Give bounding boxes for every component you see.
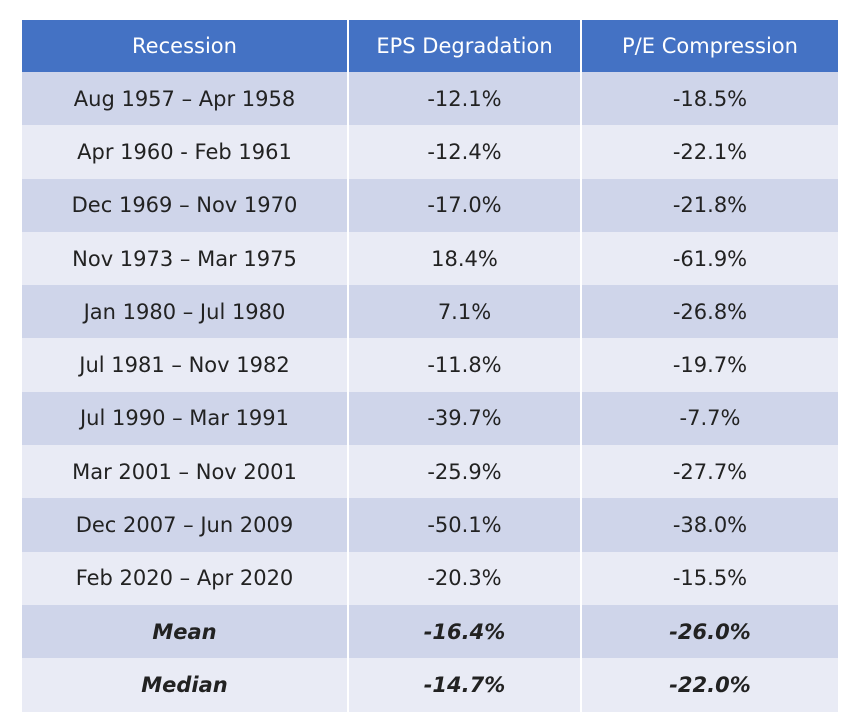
table-cell: -7.7%: [580, 391, 840, 446]
table-cell: -19.7%: [580, 338, 840, 392]
table-row: Aug 1957 – Apr 1958 -12.1% -18.5%: [20, 72, 840, 126]
table-cell: -26.8%: [580, 285, 840, 339]
table-cell: Nov 1973 – Mar 1975: [20, 231, 349, 286]
table-cell: Mean: [20, 604, 349, 659]
table-cell: -12.4%: [347, 125, 582, 179]
table-row: Jul 1981 – Nov 1982 -11.8% -19.7%: [20, 338, 840, 392]
table-cell: 18.4%: [347, 231, 582, 286]
table-cell: -26.0%: [580, 604, 840, 659]
table-cell: Aug 1957 – Apr 1958: [20, 72, 349, 126]
table-cell: -39.7%: [347, 391, 582, 446]
table-cell: -16.4%: [347, 604, 582, 659]
table-cell: -25.9%: [347, 445, 582, 499]
table-cell: Jul 1990 – Mar 1991: [20, 391, 349, 446]
table-row: Apr 1960 - Feb 1961 -12.4% -22.1%: [20, 125, 840, 179]
recession-table: Recession EPS Degradation P/E Compression …: [20, 20, 840, 712]
table-row: Dec 2007 – Jun 2009 -50.1% -38.0%: [20, 498, 840, 552]
table-cell: -15.5%: [580, 551, 840, 605]
table-row: Jul 1990 – Mar 1991 -39.7% -7.7%: [20, 391, 840, 446]
header-cell: Recession: [20, 20, 349, 72]
header-cell: EPS Degradation: [347, 20, 582, 72]
table-cell: -12.1%: [347, 72, 582, 126]
table-row: Feb 2020 – Apr 2020 -20.3% -15.5%: [20, 551, 840, 605]
table-cell: -50.1%: [347, 498, 582, 552]
table-body: Aug 1957 – Apr 1958 -12.1% -18.5% Apr 1960 …: [20, 72, 840, 712]
table-row: Mean -16.4% -26.0%: [20, 604, 840, 659]
table-cell: -38.0%: [580, 498, 840, 552]
table-row: Nov 1973 – Mar 1975 18.4% -61.9%: [20, 231, 840, 286]
table-cell: Dec 2007 – Jun 2009: [20, 498, 349, 552]
table-row: Jan 1980 – Jul 1980 7.1% -26.8%: [20, 285, 840, 339]
table-cell: -61.9%: [580, 231, 840, 286]
table-cell: -18.5%: [580, 72, 840, 126]
table-cell: -27.7%: [580, 445, 840, 499]
table-cell: -11.8%: [347, 338, 582, 392]
table-row: Dec 1969 – Nov 1970 -17.0% -21.8%: [20, 178, 840, 232]
table-row: Median -14.7% -22.0%: [20, 658, 840, 712]
header-row: Recession EPS Degradation P/E Compression: [20, 20, 840, 72]
table-row: Mar 2001 – Nov 2001 -25.9% -27.7%: [20, 445, 840, 499]
table-cell: Median: [20, 658, 349, 712]
table-cell: 7.1%: [347, 285, 582, 339]
header-cell: P/E Compression: [580, 20, 840, 72]
table-cell: Apr 1960 - Feb 1961: [20, 125, 349, 179]
table-cell: Mar 2001 – Nov 2001: [20, 445, 349, 499]
table-cell: -22.1%: [580, 125, 840, 179]
table-cell: Dec 1969 – Nov 1970: [20, 178, 349, 232]
table-cell: -22.0%: [580, 658, 840, 712]
table-cell: -17.0%: [347, 178, 582, 232]
table-header: Recession EPS Degradation P/E Compression: [20, 20, 840, 72]
table-cell: Jan 1980 – Jul 1980: [20, 285, 349, 339]
table-cell: -14.7%: [347, 658, 582, 712]
table-cell: Feb 2020 – Apr 2020: [20, 551, 349, 605]
table-cell: Jul 1981 – Nov 1982: [20, 338, 349, 392]
table-cell: -20.3%: [347, 551, 582, 605]
table-cell: -21.8%: [580, 178, 840, 232]
